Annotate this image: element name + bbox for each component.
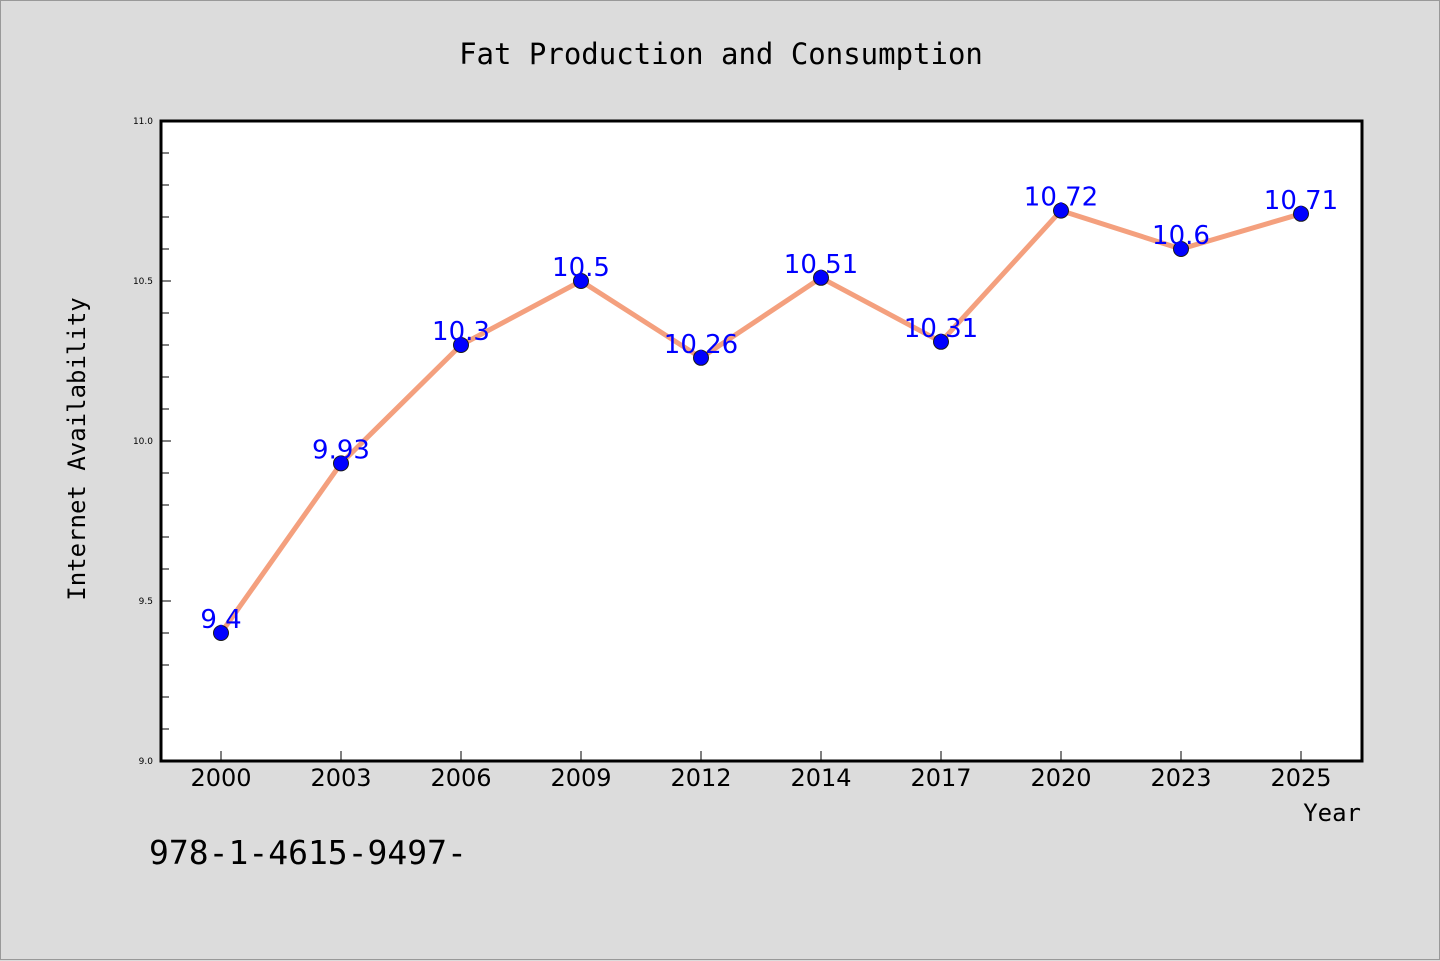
x-tick-label: 2025 <box>1270 764 1331 792</box>
data-point <box>213 625 229 641</box>
y-axis-label: Internet Availability <box>63 297 91 600</box>
x-tick-label: 2023 <box>1150 764 1211 792</box>
y-tick-label: 9.5 <box>139 597 153 607</box>
data-point <box>333 455 349 472</box>
series-line <box>218 208 1304 636</box>
data-label: 10.71 <box>1264 186 1338 216</box>
data-label: 10.3 <box>432 317 490 347</box>
data-point <box>453 337 469 353</box>
chart-title: Fat Production and Consumption <box>459 37 983 71</box>
x-axis-label: Year <box>1303 799 1361 827</box>
x-tick-label: 2009 <box>550 764 611 792</box>
x-tick-label: 2006 <box>430 764 491 792</box>
x-tick-label: 2000 <box>190 764 251 792</box>
data-point <box>1053 202 1069 219</box>
y-tick-label: 11.0 <box>133 117 153 127</box>
footer-text: 978-1-4615-9497- <box>149 833 467 872</box>
data-point <box>1173 241 1189 257</box>
data-point <box>693 349 709 366</box>
x-tick-label: 2012 <box>670 764 731 792</box>
x-tick-label: 2017 <box>910 764 971 792</box>
data-point <box>933 333 949 350</box>
y-tick-label: 10.0 <box>133 437 153 447</box>
y-axis: 9.0 9.5 10.0 10.5 11.0 <box>133 117 171 767</box>
data-point <box>573 273 589 289</box>
x-axis: 2000 2003 2006 2009 2012 2014 2017 2020 2023 2025 <box>190 751 1332 792</box>
y-tick-label: 9.0 <box>139 757 154 767</box>
x-tick-label: 2020 <box>1030 764 1091 792</box>
y-tick-label: 10.5 <box>133 277 153 287</box>
data-point <box>813 269 829 286</box>
data-label: 10.26 <box>664 330 738 360</box>
x-tick-label: 2003 <box>310 764 371 792</box>
data-label: 9.4 <box>200 605 241 635</box>
x-tick-label: 2014 <box>790 764 851 792</box>
data-label: 10.31 <box>904 314 978 344</box>
data-point <box>1293 205 1309 222</box>
data-label: 10.5 <box>552 253 610 283</box>
data-label: 10.72 <box>1024 183 1098 213</box>
data-label: 9.93 <box>312 435 370 465</box>
data-label: 10.6 <box>1152 221 1210 251</box>
series-0: 9.4 9.93 10.3 10.5 10.26 10.51 10.31 10.72 10.6 1… <box>200 183 1338 641</box>
data-label: 10.51 <box>784 250 858 280</box>
